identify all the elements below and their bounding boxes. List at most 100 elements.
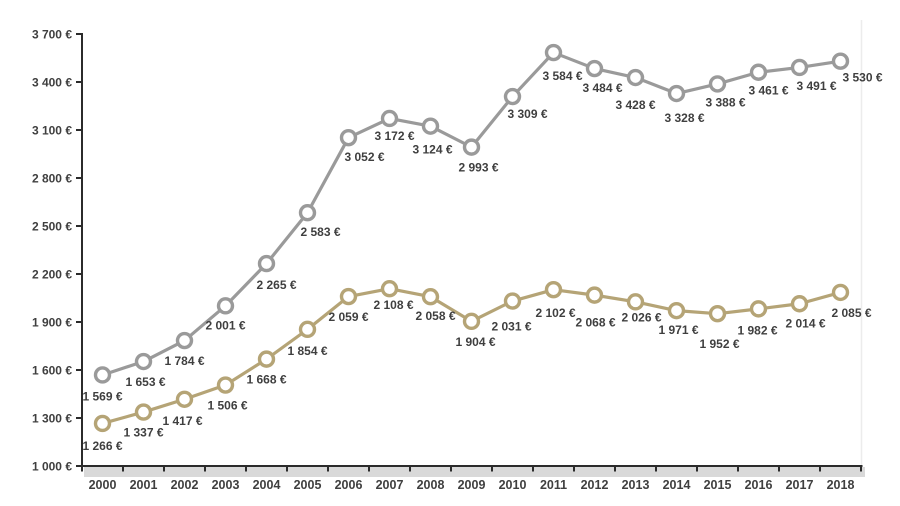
lower-tan-series-point [93, 414, 112, 433]
lower-tan-series-point [380, 280, 399, 298]
lower-tan-series-label: 1 952 € [699, 337, 739, 351]
x-tick-label: 2006 [335, 478, 363, 492]
y-tick-label: 2 800 € [32, 172, 72, 186]
lower-tan-series-point [831, 283, 850, 302]
lower-tan-series-point [421, 288, 440, 306]
x-tick-label: 2005 [294, 478, 322, 492]
x-tick-label: 2015 [704, 478, 732, 492]
upper-gray-series-label: 2 265 € [256, 278, 296, 292]
upper-gray-series-label: 3 328 € [664, 111, 704, 125]
lower-tan-series-label: 1 266 € [82, 439, 122, 453]
upper-gray-series-label: 1 569 € [82, 389, 122, 403]
x-tick-label: 2011 [540, 478, 567, 492]
upper-gray-series-label: 3 052 € [344, 150, 384, 164]
upper-gray-series-label: 3 388 € [705, 95, 745, 109]
upper-gray-series-label: 3 491 € [796, 79, 836, 93]
upper-gray-series-point [626, 68, 645, 87]
lower-tan-series-label: 2 108 € [373, 298, 413, 312]
upper-gray-series-label: 1 784 € [164, 354, 204, 368]
lower-tan-series-point [257, 350, 276, 368]
x-tick-label: 2018 [827, 478, 855, 492]
lower-tan-series-label: 1 854 € [287, 344, 327, 358]
lower-tan-series-label: 2 059 € [328, 310, 368, 324]
upper-gray-series-point [503, 87, 522, 106]
x-tick-label: 2008 [417, 478, 445, 492]
x-tick-label: 2013 [622, 478, 650, 492]
lower-tan-series-point [626, 293, 645, 311]
lower-tan-series-label: 2 102 € [535, 306, 575, 320]
lower-tan-series-label: 2 085 € [831, 306, 871, 320]
upper-gray-series-label: 3 484 € [582, 81, 622, 95]
y-tick-label: 3 100 € [32, 124, 72, 138]
upper-gray-series-point [585, 59, 604, 78]
x-tick-label: 2002 [171, 478, 199, 492]
upper-gray-series-point [667, 84, 686, 103]
lower-tan-series-label: 1 337 € [123, 426, 163, 440]
upper-gray-series-point [462, 138, 481, 156]
y-tick-label: 3 400 € [32, 76, 72, 90]
lower-tan-series-point [175, 390, 194, 408]
lower-tan-series-point [749, 300, 768, 318]
lower-tan-series-label: 2 026 € [621, 310, 661, 324]
upper-gray-series-label: 3 172 € [374, 129, 414, 143]
y-tick-label: 3 700 € [32, 28, 72, 42]
lower-tan-series-label: 1 417 € [162, 414, 202, 428]
lower-tan-series-label: 2 058 € [415, 309, 455, 323]
x-tick-label: 2001 [130, 478, 158, 492]
x-tick-label: 2003 [212, 478, 240, 492]
lower-tan-series-point [708, 304, 727, 323]
upper-gray-series-label: 3 124 € [412, 143, 452, 157]
upper-gray-series-point [790, 58, 809, 77]
lower-tan-series-label: 2 031 € [491, 320, 531, 334]
lower-tan-series-point [585, 286, 604, 304]
x-tick-label: 2014 [663, 478, 691, 492]
upper-gray-series-point [380, 109, 399, 128]
lower-tan-series-point [134, 403, 153, 421]
upper-gray-series-point [831, 52, 850, 70]
lower-tan-series-label: 1 668 € [246, 373, 286, 387]
lower-tan-series-label: 1 904 € [455, 335, 495, 349]
lower-tan-series-point [216, 376, 235, 394]
upper-gray-series-label: 2 583 € [300, 225, 340, 239]
upper-gray-series-point [257, 254, 276, 273]
upper-gray-series-point [749, 63, 768, 81]
x-tick-label: 2000 [89, 478, 117, 492]
x-tick-label: 2007 [376, 478, 404, 492]
upper-gray-series-label: 3 461 € [748, 84, 788, 98]
upper-gray-series-point [93, 366, 112, 384]
upper-gray-series-label: 3 584 € [542, 69, 582, 83]
lower-tan-series-point [544, 280, 563, 299]
y-tick-label: 2 500 € [32, 220, 72, 234]
y-tick-label: 1 600 € [32, 364, 72, 378]
x-tick-label: 2016 [745, 478, 773, 492]
lower-tan-series-label: 1 982 € [737, 323, 777, 337]
lower-tan-series-point [298, 320, 317, 339]
upper-gray-series-point [134, 352, 153, 371]
axis-shadow [84, 467, 865, 477]
x-tick-label: 2009 [458, 478, 486, 492]
upper-gray-series-point [175, 331, 194, 350]
lower-tan-series-point [462, 312, 481, 331]
x-tick-label: 2017 [786, 478, 814, 492]
lower-tan-series-point [339, 287, 358, 306]
lower-tan-series-label: 2 014 € [785, 316, 825, 330]
lower-tan-series-label: 1 506 € [207, 399, 247, 413]
upper-gray-series-label: 2 001 € [205, 318, 245, 332]
upper-gray-series-point [216, 297, 235, 315]
y-tick-label: 1 300 € [32, 412, 72, 426]
x-tick-label: 2012 [581, 478, 609, 492]
lower-tan-series-point [503, 292, 522, 310]
upper-gray-series-label: 2 993 € [458, 161, 498, 175]
lower-tan-series-label: 2 068 € [575, 316, 615, 330]
lower-tan-series-point [667, 301, 686, 320]
upper-gray-series-point [339, 128, 358, 147]
upper-gray-series-point [544, 43, 563, 62]
upper-gray-series-point [421, 117, 440, 135]
y-tick-label: 1 900 € [32, 316, 72, 330]
lower-tan-series-point [790, 295, 809, 313]
upper-gray-series-point [708, 75, 727, 93]
upper-gray-series-point [298, 204, 317, 222]
upper-gray-series-label: 3 428 € [615, 98, 655, 112]
